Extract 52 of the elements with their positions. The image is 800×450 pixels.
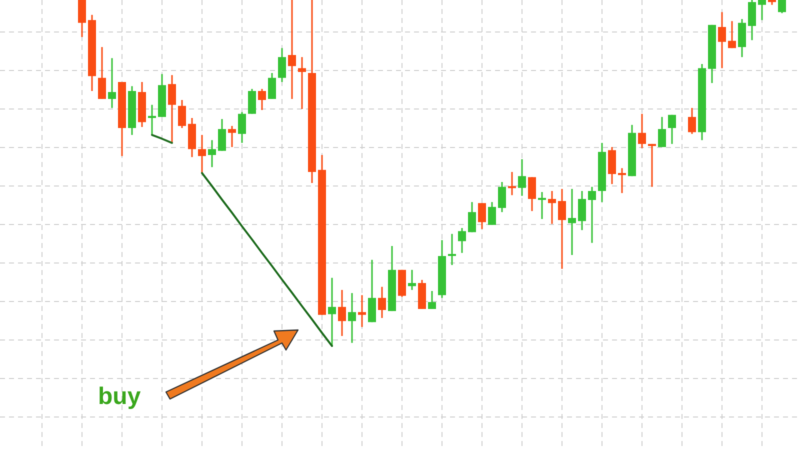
candlestick [428,290,436,310]
candlestick [348,292,356,344]
candlestick [178,99,186,129]
candlestick [608,146,616,185]
candlestick [758,0,766,21]
candlestick [688,107,696,135]
candlestick [748,0,756,41]
candlestick [108,57,116,109]
candlestick [468,201,476,233]
candlestick [78,0,86,38]
candlestick [518,158,526,197]
candlestick [338,289,346,337]
candlestick [198,134,206,174]
candlestick [488,201,496,226]
text: buy [98,383,142,410]
candlestick [588,186,596,244]
candlestick [508,171,516,196]
candlestick [478,202,486,230]
candlestick [618,167,626,194]
candlestick [408,269,416,291]
candlestick [298,56,306,110]
candlestick [258,88,266,111]
candlestick [648,143,656,188]
candlestick [718,11,726,69]
candlestick [638,113,646,149]
candlestick [238,111,246,144]
candlestick [248,88,256,115]
candlestick [98,46,106,100]
candlestick [668,114,676,145]
candlestick [168,74,176,144]
candlestick [578,190,586,231]
candlestick [548,190,556,225]
candlestick [208,139,216,168]
candlestick [728,20,736,49]
candlestick [288,0,296,100]
candlestick [458,227,466,254]
candlestick [538,191,546,220]
candlestick [328,277,336,347]
candlestick [228,125,236,148]
candlestick [378,286,386,319]
candlestick [498,181,506,213]
candlestick [358,294,366,328]
candlestick [778,0,786,14]
candlestick [278,47,286,83]
candlestick [218,118,226,152]
candlestick [568,188,576,256]
candlestick [558,188,566,270]
candlestick [528,176,536,212]
candlestick [448,233,456,266]
candlestick [658,116,666,148]
candlestick [148,104,156,136]
candlestick [268,72,276,100]
